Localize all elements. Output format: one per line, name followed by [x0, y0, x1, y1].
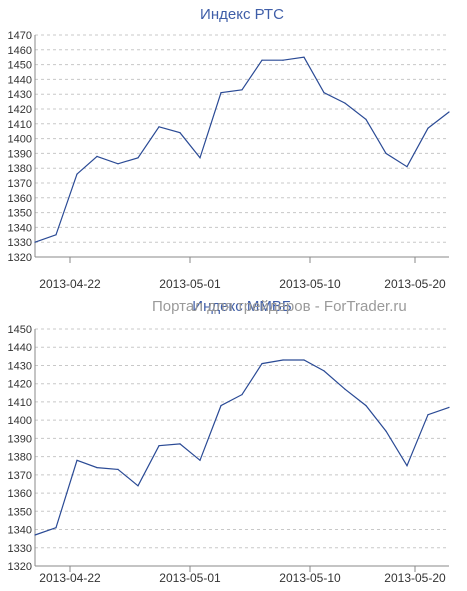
y-tick-label: 1400 [8, 415, 32, 427]
y-tick-label: 1390 [8, 433, 32, 445]
data-point [179, 132, 181, 134]
data-point [385, 152, 387, 154]
y-tick-label: 1450 [8, 324, 32, 336]
y-tick-label: 1370 [8, 470, 32, 482]
data-point [323, 92, 325, 94]
y-tick-label: 1420 [8, 104, 32, 116]
y-tick-label: 1350 [8, 506, 32, 518]
y-tick-label: 1380 [8, 163, 32, 175]
data-point [448, 111, 450, 113]
y-tick-label: 1340 [8, 222, 32, 234]
data-point [365, 405, 367, 407]
data-point [406, 166, 408, 168]
micex-index-chart: Индекс ММВБ 1320 1330 1340 1350 1360 1370 1380 1… [8, 298, 450, 585]
x-tick-label: 2013-05-01 [159, 571, 221, 585]
y-tick-label: 1380 [8, 452, 32, 464]
data-point [179, 443, 181, 445]
y-tick-label: 1320 [8, 561, 32, 573]
data-point [282, 359, 284, 361]
x-tick-label: 2013-05-20 [384, 571, 446, 585]
x-tick-label: 2013-05-01 [159, 277, 221, 291]
data-point [220, 92, 222, 94]
data-point [406, 465, 408, 467]
y-tick-label: 1460 [8, 45, 32, 57]
data-point [323, 370, 325, 372]
watermark: Портал для трейдеров - ForTrader.ru [152, 298, 407, 315]
data-point [241, 394, 243, 396]
data-point [199, 459, 201, 461]
data-point [261, 363, 263, 365]
rts-index-chart: Индекс РТС 1320 1330 1340 1350 1360 1370 1380 13… [8, 6, 450, 291]
y-tick-label: 1400 [8, 134, 32, 146]
y-tick-label: 1410 [8, 119, 32, 131]
y-tick-label: 1420 [8, 379, 32, 391]
data-point [344, 102, 346, 104]
data-point [137, 157, 139, 159]
data-point [282, 59, 284, 61]
data-point [199, 157, 201, 159]
data-point [241, 89, 243, 91]
x-tick-label: 2013-05-10 [279, 277, 341, 291]
y-tick-label: 1470 [8, 30, 32, 42]
x-tick-label: 2013-04-22 [39, 277, 101, 291]
y-tick-label: 1320 [8, 252, 32, 264]
y-tick-label: 1350 [8, 208, 32, 220]
chart-title: Индекс ММВБ [192, 298, 292, 315]
y-tick-label: 1410 [8, 397, 32, 409]
y-tick-label: 1360 [8, 488, 32, 500]
data-point [344, 388, 346, 390]
y-tick-label: 1340 [8, 525, 32, 537]
y-tick-label: 1390 [8, 148, 32, 160]
data-point [55, 527, 57, 529]
y-tick-label: 1330 [8, 543, 32, 555]
data-point [34, 241, 36, 243]
data-point [427, 127, 429, 129]
x-tick-label: 2013-05-10 [279, 571, 341, 585]
y-tick-label: 1440 [8, 342, 32, 354]
data-point [427, 414, 429, 416]
data-point [96, 467, 98, 469]
data-point [158, 445, 160, 447]
data-point [76, 173, 78, 175]
data-point [220, 405, 222, 407]
data-point [76, 459, 78, 461]
y-tick-label: 1360 [8, 193, 32, 205]
data-point [448, 406, 450, 408]
series-line [34, 56, 450, 243]
data-point [117, 163, 119, 165]
x-tick-label: 2013-04-22 [39, 571, 101, 585]
y-tick-label: 1430 [8, 89, 32, 101]
data-point [303, 56, 305, 58]
y-tick-label: 1330 [8, 237, 32, 249]
data-point [137, 485, 139, 487]
x-tick-label: 2013-05-20 [384, 277, 446, 291]
series-line [34, 359, 450, 536]
data-point [34, 534, 36, 536]
y-tick-label: 1440 [8, 74, 32, 86]
chart-title: Индекс РТС [200, 6, 284, 23]
data-point [55, 234, 57, 236]
data-point [385, 430, 387, 432]
data-point [303, 359, 305, 361]
data-point [365, 118, 367, 120]
y-tick-label: 1430 [8, 360, 32, 372]
data-point [96, 155, 98, 157]
y-tick-label: 1450 [8, 60, 32, 72]
data-point [158, 126, 160, 128]
y-tick-label: 1370 [8, 178, 32, 190]
data-point [261, 59, 263, 61]
data-point [117, 468, 119, 470]
